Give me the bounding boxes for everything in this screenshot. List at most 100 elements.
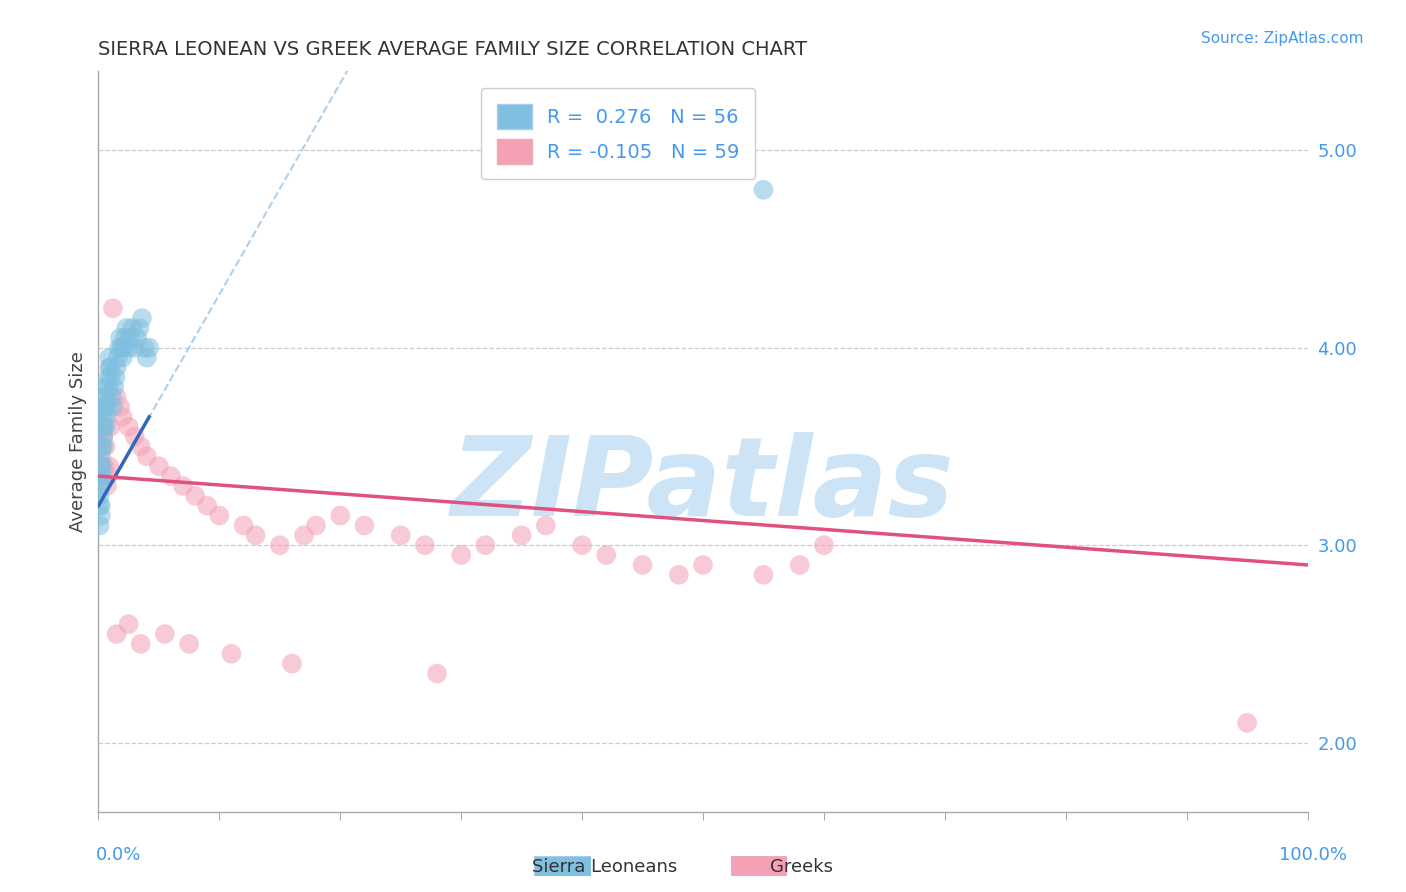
Point <box>121 321 143 335</box>
Point <box>179 637 201 651</box>
Point <box>97 370 120 384</box>
Point <box>91 400 114 414</box>
Point <box>118 617 141 632</box>
Point <box>91 419 114 434</box>
Text: Greeks: Greeks <box>770 858 832 876</box>
Point <box>281 657 304 671</box>
Point <box>91 440 114 454</box>
Point <box>89 479 111 493</box>
Point <box>96 400 118 414</box>
Text: Source: ZipAtlas.com: Source: ZipAtlas.com <box>1201 31 1364 46</box>
Point <box>124 429 146 443</box>
Point <box>160 469 183 483</box>
Point <box>789 558 811 572</box>
Point <box>91 409 114 424</box>
Text: SIERRA LEONEAN VS GREEK AVERAGE FAMILY SIZE CORRELATION CHART: SIERRA LEONEAN VS GREEK AVERAGE FAMILY S… <box>98 39 807 59</box>
Point <box>595 548 617 562</box>
Point <box>93 459 115 474</box>
Point <box>353 518 375 533</box>
Point <box>111 351 134 365</box>
Point <box>389 528 412 542</box>
Text: ZIPatlas: ZIPatlas <box>451 433 955 540</box>
Point <box>118 419 141 434</box>
Point <box>90 440 112 454</box>
Point <box>426 666 449 681</box>
Point <box>134 341 156 355</box>
Point <box>89 459 111 474</box>
Point <box>668 567 690 582</box>
Point <box>96 479 118 493</box>
Point <box>98 360 121 375</box>
Point <box>534 518 557 533</box>
Point <box>474 538 496 552</box>
Point <box>112 341 135 355</box>
Point <box>90 479 112 493</box>
Point <box>118 331 141 345</box>
Point <box>100 390 122 404</box>
Point <box>195 499 218 513</box>
Point <box>108 400 131 414</box>
Point <box>135 351 157 365</box>
Point <box>813 538 835 552</box>
Point <box>450 548 472 562</box>
Point <box>91 419 114 434</box>
Point <box>94 409 117 424</box>
Point <box>329 508 352 523</box>
Point <box>413 538 436 552</box>
Point <box>100 360 122 375</box>
Point <box>138 341 160 355</box>
FancyBboxPatch shape <box>534 856 591 876</box>
Point <box>221 647 243 661</box>
Point <box>148 459 170 474</box>
Point <box>129 440 152 454</box>
Point <box>108 341 131 355</box>
Point <box>90 450 112 464</box>
Point <box>94 419 117 434</box>
Point <box>98 351 121 365</box>
Point <box>510 528 533 542</box>
Point <box>90 499 112 513</box>
Point <box>91 429 114 443</box>
Point <box>105 360 128 375</box>
Point <box>245 528 267 542</box>
Point <box>97 469 120 483</box>
Point <box>108 331 131 345</box>
Point <box>91 429 114 443</box>
Point <box>128 321 150 335</box>
Point <box>101 400 124 414</box>
Point <box>107 351 129 365</box>
Text: 100.0%: 100.0% <box>1279 846 1347 863</box>
Point <box>110 341 132 355</box>
Point <box>103 380 125 394</box>
Point <box>571 538 593 552</box>
Point <box>93 400 115 414</box>
Point <box>153 627 176 641</box>
Point <box>292 528 315 542</box>
Point <box>131 311 153 326</box>
Point <box>89 469 111 483</box>
Point <box>89 469 111 483</box>
Point <box>184 489 207 503</box>
Point <box>105 627 128 641</box>
Point <box>91 419 114 434</box>
Point <box>104 370 127 384</box>
Point <box>692 558 714 572</box>
Text: Sierra Leoneans: Sierra Leoneans <box>531 858 678 876</box>
Point <box>94 440 117 454</box>
Point <box>127 331 149 345</box>
Y-axis label: Average Family Size: Average Family Size <box>69 351 87 532</box>
Point <box>1236 715 1258 730</box>
Point <box>100 419 122 434</box>
Point <box>90 508 112 523</box>
Point <box>98 459 121 474</box>
Point <box>752 567 775 582</box>
Point <box>118 341 141 355</box>
Legend: R =  0.276   N = 56, R = -0.105   N = 59: R = 0.276 N = 56, R = -0.105 N = 59 <box>481 88 755 179</box>
Point <box>269 538 291 552</box>
Point <box>96 390 118 404</box>
Point <box>90 459 112 474</box>
Point <box>91 469 114 483</box>
Point <box>91 440 114 454</box>
Point <box>93 390 115 404</box>
Point <box>100 370 122 384</box>
